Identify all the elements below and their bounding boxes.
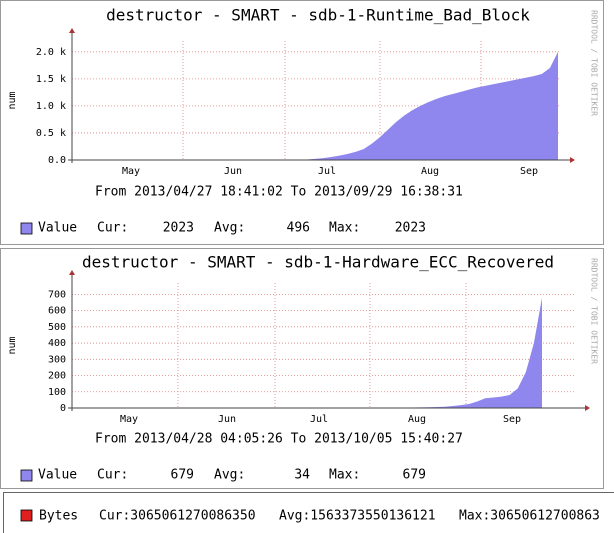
- stat-value: 2023: [163, 221, 194, 236]
- y-axis-label: num: [7, 336, 18, 354]
- y-tick-label: 300: [48, 354, 66, 365]
- x-tick-label: Jul: [318, 166, 336, 177]
- x-tick-label: Sep: [503, 414, 521, 425]
- side-text: RRDTOOL / TOBI OETIKER: [590, 258, 599, 364]
- legend-label: Value: [38, 221, 77, 236]
- legend-swatch: [20, 469, 33, 482]
- y-tick-label: 500: [48, 322, 66, 333]
- x-tick-label: May: [120, 414, 138, 425]
- x-tick-label: Aug: [421, 166, 439, 177]
- period: From 2013/04/27 18:41:02 To 2013/09/29 1…: [95, 185, 463, 200]
- y-tick-label: 0.5 k: [36, 128, 66, 139]
- legend-swatch: [20, 509, 33, 522]
- stat-label: Cur:: [97, 468, 128, 483]
- y-tick-label: 1.0 k: [36, 101, 66, 112]
- legend-label: Bytes: [39, 509, 78, 524]
- stat-value: 34: [294, 468, 310, 483]
- y-tick-label: 200: [48, 371, 66, 382]
- y-tick-label: 0.0: [48, 155, 66, 166]
- stat-value: 2023: [395, 221, 426, 236]
- x-tick-label: Aug: [408, 414, 426, 425]
- y-axis-label: num: [7, 91, 18, 109]
- stat-label: Avg:: [214, 221, 245, 236]
- area: [72, 51, 558, 161]
- stat-value: 679: [403, 468, 426, 483]
- side-text: RRDTOOL / TOBI OETIKER: [590, 10, 599, 116]
- axis-arrow: [585, 405, 590, 411]
- legend-stat: Max:30650612700863: [459, 509, 600, 524]
- axis-arrow: [69, 270, 75, 275]
- y-tick-label: 100: [48, 387, 66, 398]
- plot-area: [72, 283, 575, 408]
- chart-title: destructor - SMART - sdb-1-Hardware_ECC_…: [82, 253, 554, 272]
- x-tick-label: Jun: [224, 166, 242, 177]
- stat-value: 679: [171, 468, 194, 483]
- legend-stat: Cur:3065061270086350: [99, 509, 256, 524]
- axis-arrow: [570, 157, 575, 163]
- y-tick-label: 400: [48, 338, 66, 349]
- panel: [3, 492, 614, 533]
- stat-label: Cur:: [97, 221, 128, 236]
- legend-label: Value: [38, 468, 77, 483]
- legend-stat: Avg:1563373550136121: [279, 509, 436, 524]
- x-tick-label: Jun: [218, 414, 236, 425]
- y-tick-label: 700: [48, 289, 66, 300]
- y-tick-label: 1.5 k: [36, 74, 66, 85]
- chart-title: destructor - SMART - sdb-1-Runtime_Bad_B…: [106, 6, 530, 25]
- y-tick-label: 2.0 k: [36, 47, 66, 58]
- y-tick-label: 600: [48, 306, 66, 317]
- stat-label: Max:: [329, 468, 360, 483]
- x-tick-label: Jul: [310, 414, 328, 425]
- stat-label: Avg:: [214, 468, 245, 483]
- x-tick-label: May: [122, 166, 140, 177]
- stat-label: Max:: [329, 221, 360, 236]
- period: From 2013/04/28 04:05:26 To 2013/10/05 1…: [95, 432, 463, 447]
- stat-value: 496: [287, 221, 310, 236]
- axis-arrow: [69, 28, 75, 33]
- legend-swatch: [20, 222, 33, 235]
- y-tick-label: 0: [60, 403, 66, 414]
- x-tick-label: Sep: [520, 166, 538, 177]
